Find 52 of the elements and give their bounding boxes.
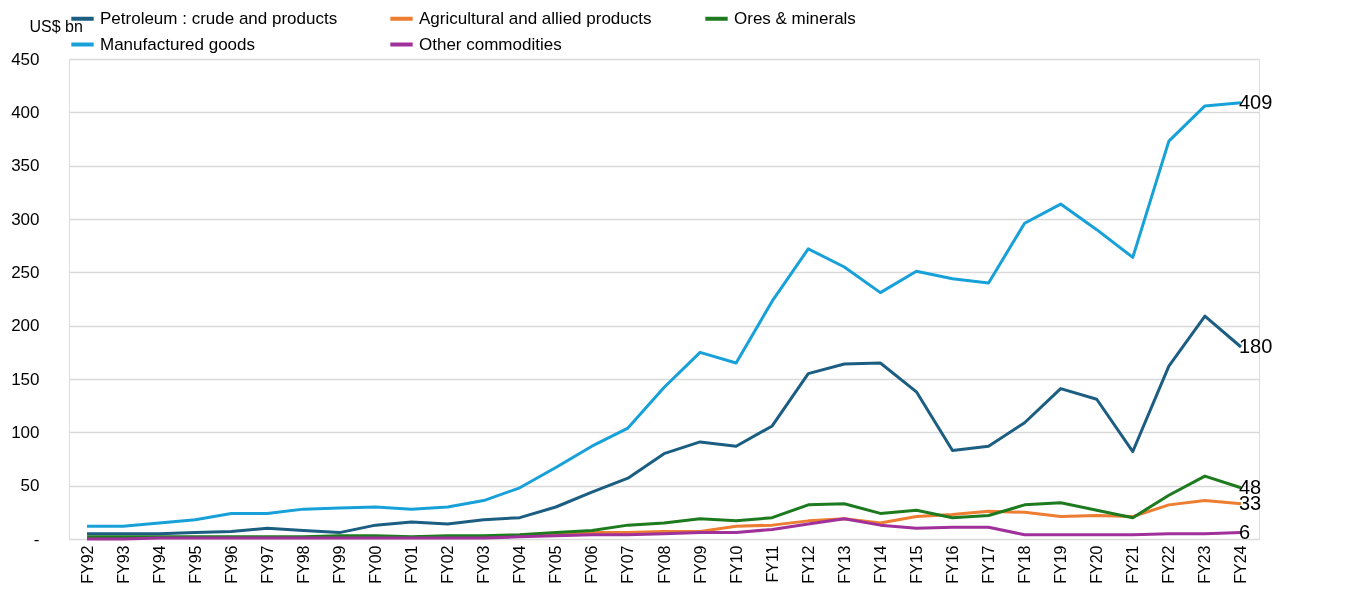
- x-tick-label: FY12: [799, 545, 817, 584]
- x-tick-label: FY05: [547, 545, 565, 584]
- x-tick-label: FY09: [691, 545, 709, 584]
- x-tick-label: FY08: [655, 545, 673, 584]
- x-tick-label: FY95: [186, 545, 204, 584]
- legend-label: Other commodities: [419, 34, 562, 54]
- x-tick-label: FY23: [1196, 545, 1214, 584]
- y-tick-label: 300: [11, 209, 40, 229]
- y-tick-label: 200: [11, 316, 40, 336]
- x-tick-label: FY03: [475, 545, 493, 584]
- y-tick-label: 250: [11, 262, 40, 282]
- x-tick-label: FY17: [980, 545, 998, 584]
- x-tick-label: FY18: [1016, 545, 1034, 584]
- y-tick-label: 400: [11, 102, 40, 122]
- y-tick-label: 50: [20, 476, 40, 496]
- x-tick-label: FY02: [439, 545, 457, 584]
- y-tick-label: 150: [11, 369, 40, 389]
- x-tick-label: FY93: [114, 545, 132, 584]
- x-tick-label: FY15: [907, 545, 925, 584]
- x-tick-label: FY04: [511, 545, 529, 584]
- x-tick-label: FY10: [727, 545, 745, 584]
- x-tick-label: FY14: [871, 545, 889, 584]
- x-tick-label: FY06: [583, 545, 601, 584]
- x-tick-label: FY11: [763, 545, 781, 583]
- legend-label: Petroleum : crude and products: [100, 8, 338, 28]
- x-tick-label: FY00: [367, 545, 385, 584]
- y-tick-label: -: [33, 529, 40, 549]
- data-label: 180: [1238, 335, 1273, 357]
- x-tick-label: FY92: [78, 545, 96, 584]
- data-label: 409: [1238, 90, 1273, 113]
- x-tick-label: FY24: [1232, 545, 1250, 584]
- x-tick-label: FY22: [1160, 545, 1178, 584]
- legend-label: Ores & minerals: [734, 8, 856, 28]
- x-tick-label: FY21: [1124, 545, 1142, 584]
- x-tick-label: FY97: [258, 545, 276, 584]
- x-tick-label: FY07: [619, 545, 637, 584]
- x-tick-label: FY16: [943, 545, 961, 584]
- x-tick-label: FY94: [150, 545, 168, 584]
- x-tick-label: FY99: [330, 545, 348, 584]
- legend-label: Agricultural and allied products: [419, 8, 652, 28]
- y-tick-label: 450: [11, 49, 40, 69]
- data-label: 6: [1238, 520, 1251, 543]
- x-tick-label: FY96: [222, 545, 240, 584]
- x-tick-label: FY98: [294, 545, 312, 584]
- y-tick-label: 100: [11, 422, 40, 442]
- x-tick-label: FY01: [403, 545, 421, 584]
- legend-label: Manufactured goods: [100, 34, 255, 54]
- y-axis-title: US$ bn: [29, 17, 83, 35]
- x-tick-label: FY13: [835, 545, 853, 584]
- y-tick-label: 350: [11, 156, 40, 176]
- x-tick-label: FY19: [1052, 545, 1070, 584]
- x-tick-label: FY20: [1088, 545, 1106, 584]
